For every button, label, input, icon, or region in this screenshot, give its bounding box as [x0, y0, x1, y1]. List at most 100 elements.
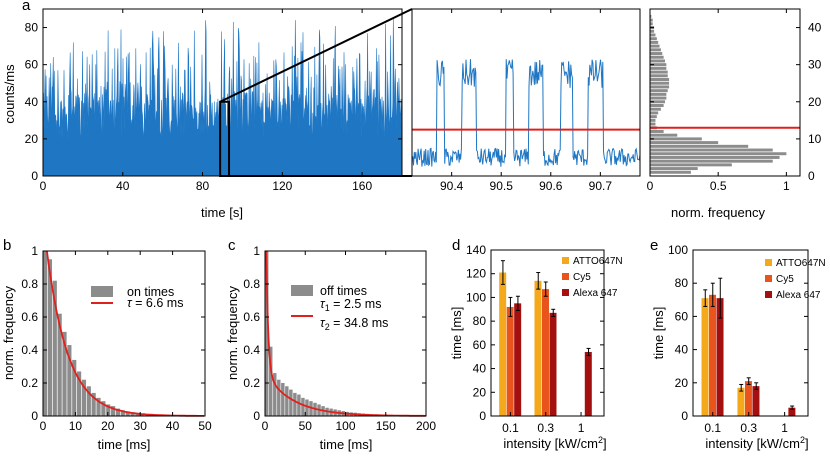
trace-ylabel: counts/ms [2, 64, 17, 124]
c-bar [293, 392, 297, 416]
on-times-plot: time [ms] norm. frequency on times τ = 6… [1, 244, 212, 452]
c-xtick-label: 200 [416, 419, 436, 433]
bar-cy5 [506, 306, 514, 416]
hist-ytick-label: 0 [808, 169, 815, 183]
hist-ytick-label: 40 [808, 21, 822, 35]
b-bar [111, 406, 116, 416]
hist-xtick-label: 0 [647, 179, 654, 193]
hist-bar [650, 48, 661, 52]
c-xtick-label: 100 [335, 419, 355, 433]
hist-bar [650, 100, 665, 104]
y-tick-label: 80 [473, 314, 487, 328]
c-bar [281, 383, 285, 416]
c-legend-swatch [291, 285, 313, 296]
hist-bar [650, 40, 659, 44]
category-label: 0.1 [704, 421, 721, 435]
trace-xlabel: time [s] [201, 205, 243, 220]
y-tick-label: 140 [466, 243, 486, 257]
b-bar [77, 371, 82, 416]
category-label: 0.3 [740, 421, 757, 435]
panel-letter-b: b [3, 237, 11, 254]
y-tick-label: 0 [479, 409, 486, 423]
b-bar [81, 379, 87, 416]
c-ylabel: norm. frequency [225, 286, 240, 380]
e-xlabel: intensity [kW/cm2] [705, 435, 808, 451]
bar-alexa-647 [584, 351, 592, 416]
bar-cy5 [541, 289, 549, 416]
y-tick-label: 60 [473, 338, 487, 352]
hist-bar [650, 52, 663, 56]
c-ytick-label: 0.4 [243, 343, 260, 357]
legend-label: ATTO647N [776, 258, 826, 269]
b-bar [91, 392, 96, 416]
y-tick-label: 80 [675, 276, 689, 290]
on-time-vs-intensity-plot: intensity [kW/cm2] time [ms] 0.1 0.3 1 0 20 4… [449, 243, 623, 451]
panel-letter-d: d [452, 237, 460, 254]
c-xtick-label: 0 [262, 419, 269, 433]
b-bar [106, 404, 111, 416]
hist-bar [650, 37, 657, 41]
hist-bar [650, 133, 678, 137]
b-bar [86, 386, 91, 416]
d-ylabel: time [ms] [449, 307, 464, 360]
hist-xlabel: norm. frequency [671, 205, 765, 220]
c-xlabel: time [ms] [320, 437, 373, 452]
hist-bar [650, 141, 719, 145]
hist-xtick-label: 1 [783, 179, 790, 193]
legend-swatch [765, 259, 772, 266]
legend-swatch [562, 273, 569, 280]
b-bar [96, 397, 101, 416]
b-xtick-label: 10 [69, 419, 83, 433]
y-tick-label: 40 [473, 362, 487, 376]
trace-ytick-label: 40 [25, 95, 39, 109]
y-tick-label: 40 [675, 343, 689, 357]
hist-frame [649, 8, 801, 177]
frame [490, 249, 605, 417]
hist-bar [650, 33, 656, 37]
legend-label: ATTO647N [573, 256, 623, 267]
b-bar [115, 408, 121, 416]
hist-bar [650, 74, 668, 78]
bar-atto647n [534, 280, 542, 416]
b-ytick-label: 0.8 [21, 277, 38, 291]
hist-bar [650, 118, 656, 122]
hist-bar [650, 107, 661, 111]
zoom-frame [411, 8, 641, 177]
hist-bar [650, 92, 667, 96]
y-tick-label: 20 [473, 385, 487, 399]
b-legend-fit: τ = 6.6 ms [127, 296, 183, 310]
zoom-window-box [219, 100, 231, 177]
zoom-xtick-label: 90.6 [539, 179, 563, 193]
hist-bar [650, 44, 660, 48]
trace-ytick-label: 60 [25, 58, 39, 72]
y-tick-label: 60 [675, 309, 689, 323]
bar-atto647n [701, 298, 709, 416]
legend-label: Cy5 [573, 272, 591, 283]
c-xtick-label: 50 [299, 419, 313, 433]
c-bar [273, 373, 277, 416]
b-ytick-label: 0.6 [21, 310, 38, 324]
hist-bar [650, 29, 655, 33]
y-tick-label: 0 [681, 409, 688, 423]
c-bar [269, 346, 273, 416]
hist-bar [650, 85, 670, 89]
d-xlabel: intensity [kW/cm2] [503, 435, 606, 451]
b-bar [130, 412, 135, 416]
hist-bar [650, 111, 659, 115]
trace-full-plot: 0 40 80 120 160 0 20 40 60 80 time [s] counts/ms [2, 8, 413, 220]
c-legend-tau1: τ1 = 2.5 ms [320, 297, 381, 313]
b-ylabel: norm. frequency [1, 286, 16, 380]
category-label: 0.1 [502, 421, 519, 435]
hist-bar [650, 122, 656, 126]
b-frame [42, 250, 206, 417]
trace-full-area [42, 18, 403, 177]
b-bar [101, 401, 106, 416]
bar-alexa-647 [716, 298, 724, 416]
category-label: 0.3 [537, 421, 554, 435]
zoom-connector-top [219, 8, 413, 103]
hist-bar [650, 78, 670, 81]
trace-zoom-plot: 90.4 90.5 90.6 90.7 [411, 8, 641, 193]
c-ytick-label: 0.6 [243, 310, 260, 324]
bar-cy5 [744, 381, 752, 416]
